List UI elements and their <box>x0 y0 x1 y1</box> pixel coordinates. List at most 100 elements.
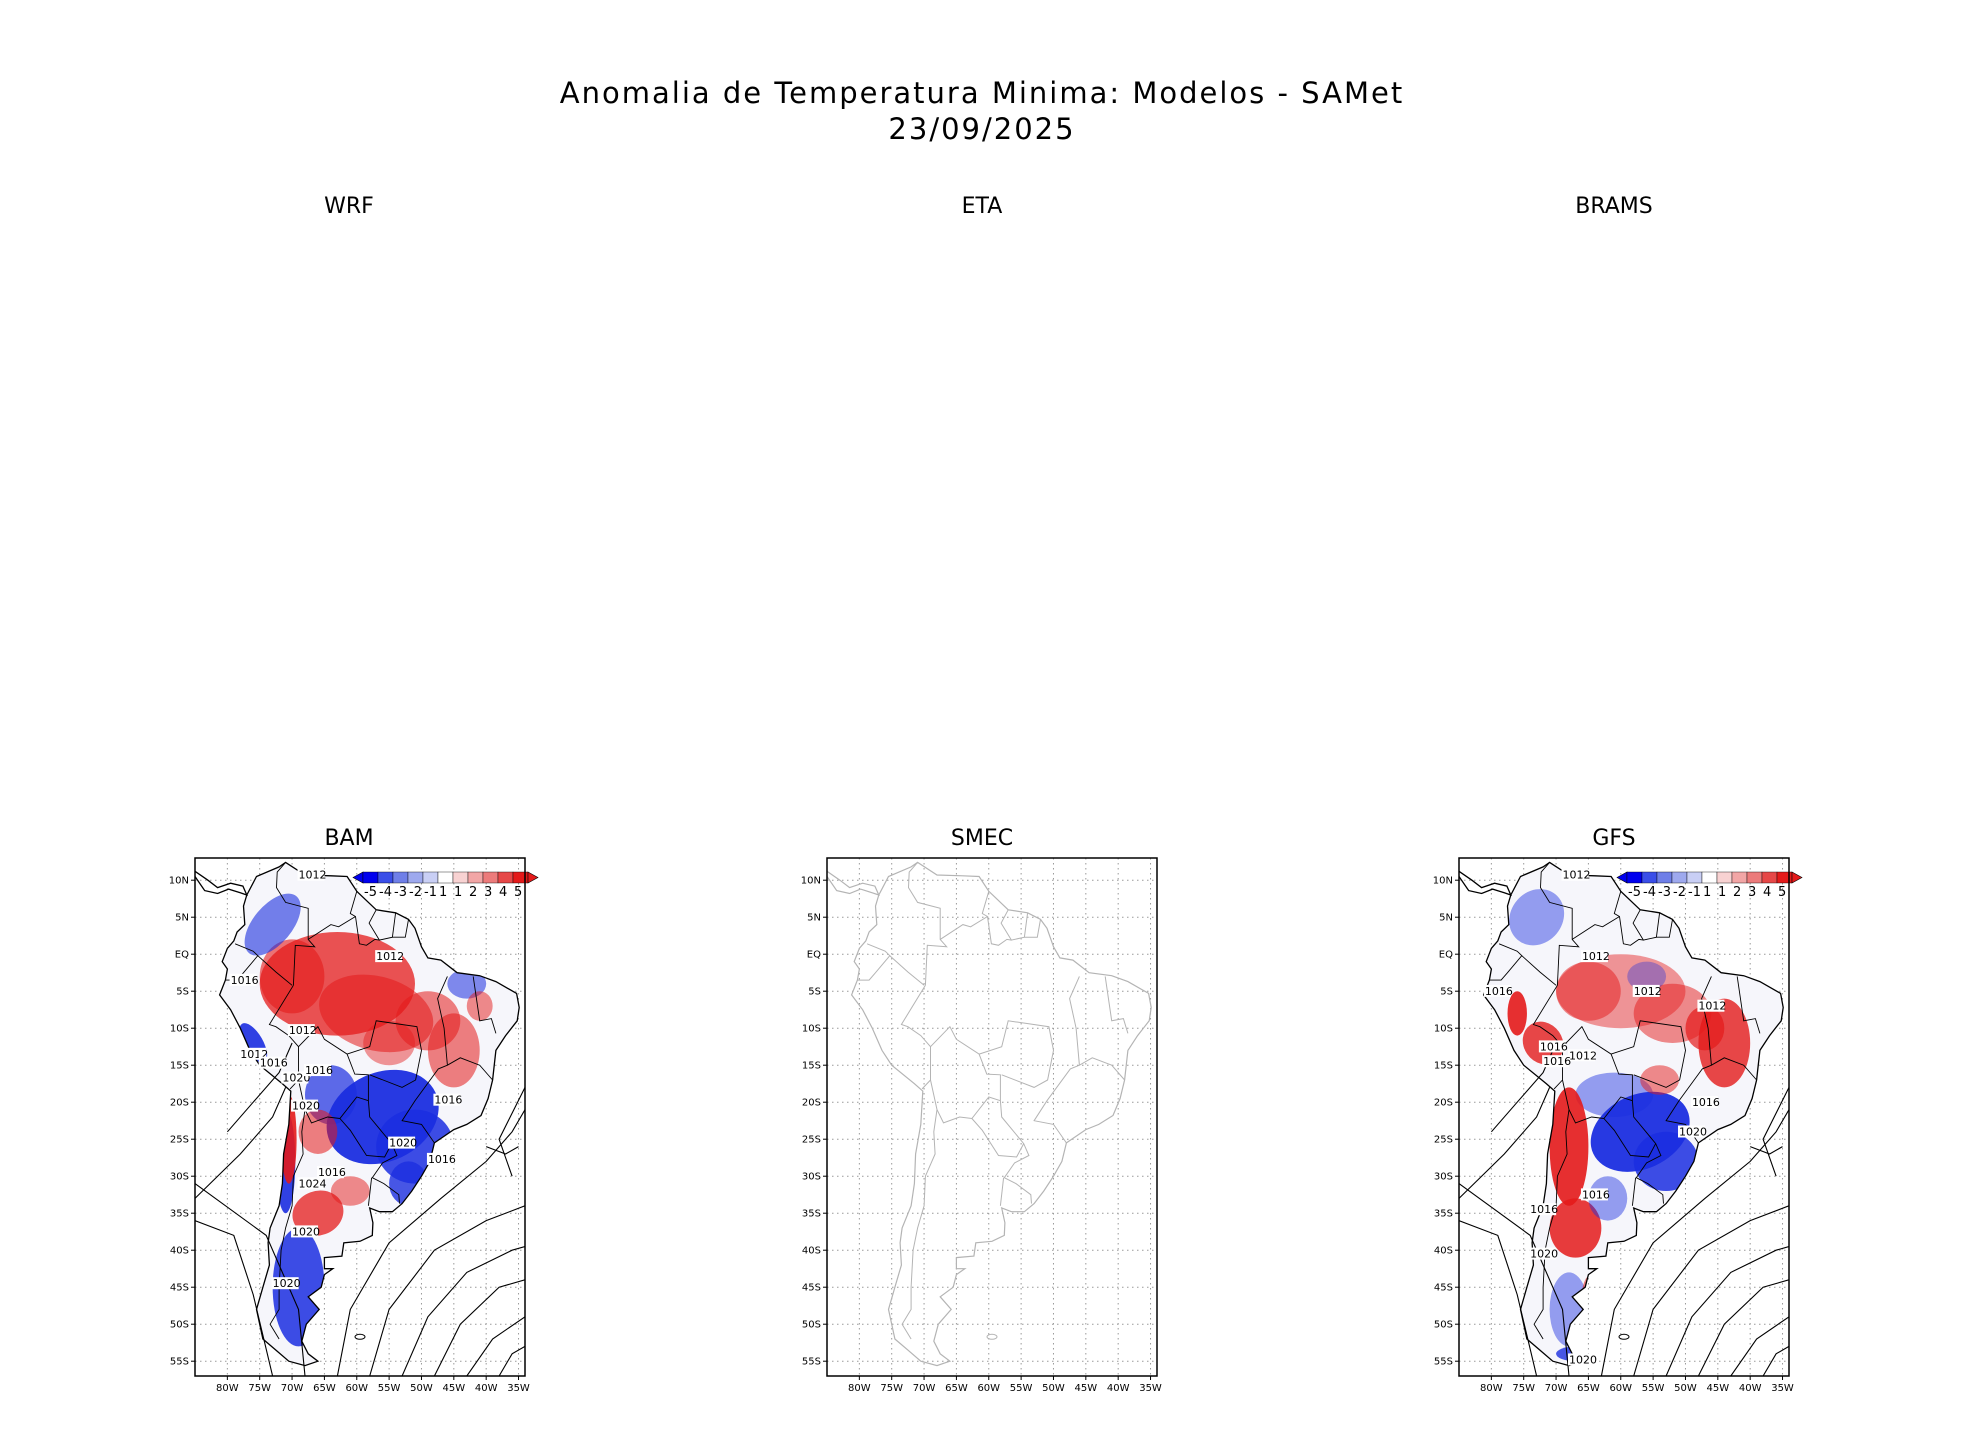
color-legend: -5 -4 -3 -2 -1 1 1 2 3 4 5 <box>1616 871 1803 900</box>
lon-tick-label: 75W <box>1512 1383 1535 1394</box>
border-line <box>276 862 316 986</box>
legend-swatch <box>467 871 484 884</box>
isobar-label: 1016 <box>1692 1096 1720 1109</box>
lon-tick-label: 40W <box>475 1383 498 1394</box>
border-line <box>1033 976 1080 1144</box>
lon-tick-label: 55W <box>378 1383 401 1394</box>
legend-label: -2 <box>409 885 422 900</box>
isobar-line <box>498 1087 525 1177</box>
map-frame <box>194 857 526 1377</box>
panel-title-smec: SMEC <box>950 826 1014 851</box>
lat-tick-label: 5N <box>1439 913 1453 924</box>
border-line <box>401 976 448 1144</box>
axis-ticks: 10N 5N EQ 5S 10S 15S 20S 25S 30S 35S 40S 45S 50S 55S 8… <box>1433 876 1794 1394</box>
lat-tick-label: 5N <box>807 913 821 924</box>
legend-label: 4 <box>1763 885 1771 900</box>
isobar-label: 1012 <box>1698 1000 1726 1013</box>
figure-title: Anomalia de Temperatura Minima: Modelos … <box>559 76 1405 110</box>
warm-anomaly-area <box>427 1013 480 1088</box>
cold-anomaly-area <box>447 969 487 999</box>
border-line <box>1610 1020 1686 1088</box>
isobar-label: 1020 <box>282 1071 310 1084</box>
isobar-label: 1012 <box>376 950 404 963</box>
border-line <box>368 909 397 941</box>
warm-anomaly-area <box>330 1176 370 1206</box>
isobar-label: 1024 <box>299 1177 327 1190</box>
isobar-line <box>1633 1205 1789 1376</box>
lat-tick-label: 50S <box>1434 1320 1453 1331</box>
border-line <box>901 1109 938 1340</box>
legend-label: 1 <box>1703 885 1711 900</box>
border-line <box>930 1079 1001 1124</box>
warm-anomaly-area <box>466 991 493 1021</box>
lat-tick-label: 10S <box>170 1024 189 1035</box>
isobar-line <box>1600 1109 1789 1376</box>
border-line <box>339 1118 393 1158</box>
lat-tick-label: 10S <box>802 1024 821 1035</box>
isobars <box>195 1042 525 1376</box>
cold-anomaly-area <box>1627 961 1667 992</box>
border-line <box>346 1020 422 1088</box>
legend-label: 5 <box>514 885 522 900</box>
legend-label: 2 <box>1733 885 1741 900</box>
lat-tick-label: 5S <box>176 987 189 998</box>
lon-tick-label: 35W <box>507 1383 530 1394</box>
isobar-label: 1012 <box>1582 950 1610 963</box>
legend-label: 1 <box>454 885 462 900</box>
lon-tick-label: 80W <box>216 1383 239 1394</box>
lat-tick-label: 30S <box>802 1172 821 1183</box>
anomaly-field <box>239 893 493 1347</box>
legend-label: 5 <box>1778 885 1786 900</box>
legend-swatch <box>482 871 499 884</box>
isobar-label: 1012 <box>289 1024 317 1037</box>
lat-tick-label: 45S <box>802 1283 821 1294</box>
panel-title-gfs: GFS <box>1592 826 1636 851</box>
lat-tick-label: 55S <box>170 1357 189 1368</box>
lon-tick-label: 40W <box>1739 1383 1762 1394</box>
lon-tick-label: 70W <box>1545 1383 1568 1394</box>
legend-label: -5 <box>1628 885 1641 900</box>
isobar-label: 1012 <box>1634 985 1662 998</box>
lat-tick-label: 25S <box>170 1135 189 1146</box>
map-frame-background <box>827 858 1157 1376</box>
legend-label: -4 <box>379 885 392 900</box>
isobar-label: 1020 <box>292 1225 320 1238</box>
border-line <box>930 1025 1032 1204</box>
border-line <box>1571 916 1620 940</box>
border-line <box>1024 919 1041 938</box>
warm-anomaly-area <box>363 1020 415 1066</box>
lon-tick-label: 45W <box>1075 1383 1098 1394</box>
lon-tick-label: 80W <box>848 1383 871 1394</box>
border-line <box>857 943 891 981</box>
lon-tick-label: 55W <box>1010 1383 1033 1394</box>
panel-title-wrf: WRF <box>324 194 374 219</box>
legend-swatch <box>437 871 454 884</box>
map-frame <box>826 857 1158 1377</box>
lon-tick-label: 65W <box>1577 1383 1600 1394</box>
legend-label: 3 <box>484 885 492 900</box>
falkland-islands <box>354 1333 366 1340</box>
lon-tick-label: 50W <box>1674 1383 1697 1394</box>
isobar-label: 1020 <box>1679 1126 1707 1139</box>
lat-tick-label: 35S <box>1434 1209 1453 1220</box>
lat-tick-label: 10S <box>1434 1024 1453 1035</box>
lat-tick-label: 40S <box>802 1246 821 1257</box>
lat-tick-label: 35S <box>170 1209 189 1220</box>
lon-tick-label: 80W <box>1480 1383 1503 1394</box>
border-line <box>472 976 497 1034</box>
legend-label: -2 <box>1673 885 1686 900</box>
legend-swatch <box>497 871 514 884</box>
isobar-line <box>486 1146 519 1155</box>
axis-ticks: 10N 5N EQ 5S 10S 15S 20S 25S 30S 35S 40S 45S 50S 55S 8… <box>801 876 1162 1394</box>
warm-anomaly-area <box>1556 961 1621 1021</box>
central-america-coast <box>195 870 248 897</box>
map-frame <box>1458 857 1790 1377</box>
lat-tick-label: 25S <box>1434 1135 1453 1146</box>
map-panel-smec: 10N 5N EQ 5S 10S 15S 20S 25S 30S 35S 40S 45S 50S 55S 8… <box>801 857 1162 1394</box>
isobar-label: 1020 <box>1530 1248 1558 1261</box>
lat-tick-label: 45S <box>170 1283 189 1294</box>
lat-tick-label: 15S <box>802 1061 821 1072</box>
lat-tick-label: 45S <box>1434 1283 1453 1294</box>
border-line <box>1711 1057 1757 1081</box>
